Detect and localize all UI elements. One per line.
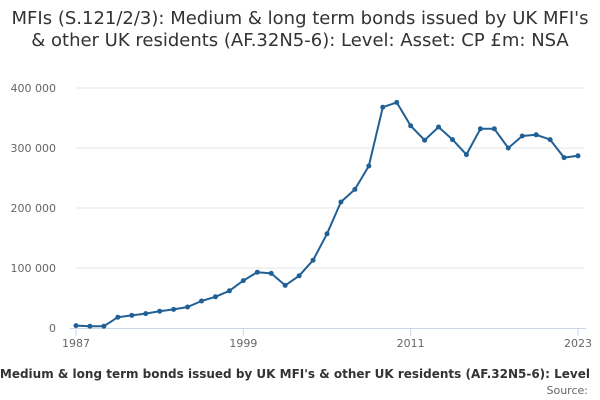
data-point — [310, 257, 316, 263]
data-point — [436, 124, 442, 130]
data-point — [254, 269, 260, 275]
data-point — [547, 137, 553, 143]
data-point — [157, 308, 163, 314]
data-point — [143, 311, 149, 317]
data-point — [268, 270, 274, 276]
x-axis-tick-labels: 1987 1999 2011 2023 — [62, 337, 592, 350]
y-tick-label: 300 000 — [11, 142, 57, 155]
data-point — [380, 104, 386, 110]
data-point — [212, 294, 218, 300]
x-axis-title: Medium & long term bonds issued by UK MF… — [0, 367, 590, 381]
source-label: Source: — [547, 384, 589, 397]
y-tick-label: 0 — [49, 322, 56, 335]
x-axis — [70, 328, 586, 336]
data-point — [338, 199, 344, 205]
data-point — [505, 145, 511, 151]
x-tick-label: 1987 — [62, 337, 90, 350]
series-line — [75, 101, 579, 328]
data-point — [450, 137, 455, 143]
data-point — [463, 152, 469, 158]
data-point — [408, 123, 414, 129]
y-tick-label: 100 000 — [11, 262, 57, 275]
gridlines — [76, 87, 584, 269]
data-point — [282, 282, 288, 288]
data-point — [533, 132, 539, 138]
data-point — [366, 163, 372, 169]
y-tick-label: 200 000 — [11, 202, 57, 215]
data-point — [575, 153, 581, 159]
series-group — [73, 99, 581, 329]
data-point — [129, 312, 135, 318]
data-point — [101, 323, 107, 329]
x-tick-label: 2011 — [397, 337, 425, 350]
data-point — [171, 306, 177, 312]
data-point — [477, 126, 483, 132]
data-point — [87, 323, 93, 329]
data-point — [491, 126, 497, 132]
data-point — [296, 273, 302, 279]
x-tick-label: 2023 — [564, 337, 592, 350]
chart-title: MFIs (S.121/2/3): Medium & long term bon… — [11, 8, 589, 51]
data-point — [324, 231, 330, 237]
x-tick-label: 1999 — [229, 337, 257, 350]
data-point — [115, 314, 121, 320]
data-point — [422, 137, 428, 143]
data-point — [561, 155, 567, 161]
data-point — [199, 298, 204, 304]
data-point — [226, 288, 232, 294]
y-axis-tick-labels: 0 100 000 200 000 300 000 400 000 — [11, 82, 57, 335]
data-point — [394, 99, 400, 105]
data-point — [73, 323, 79, 329]
data-point — [185, 304, 191, 310]
data-point — [240, 278, 246, 284]
y-tick-label: 400 000 — [11, 82, 57, 95]
data-point — [519, 133, 525, 139]
data-point — [352, 186, 358, 192]
